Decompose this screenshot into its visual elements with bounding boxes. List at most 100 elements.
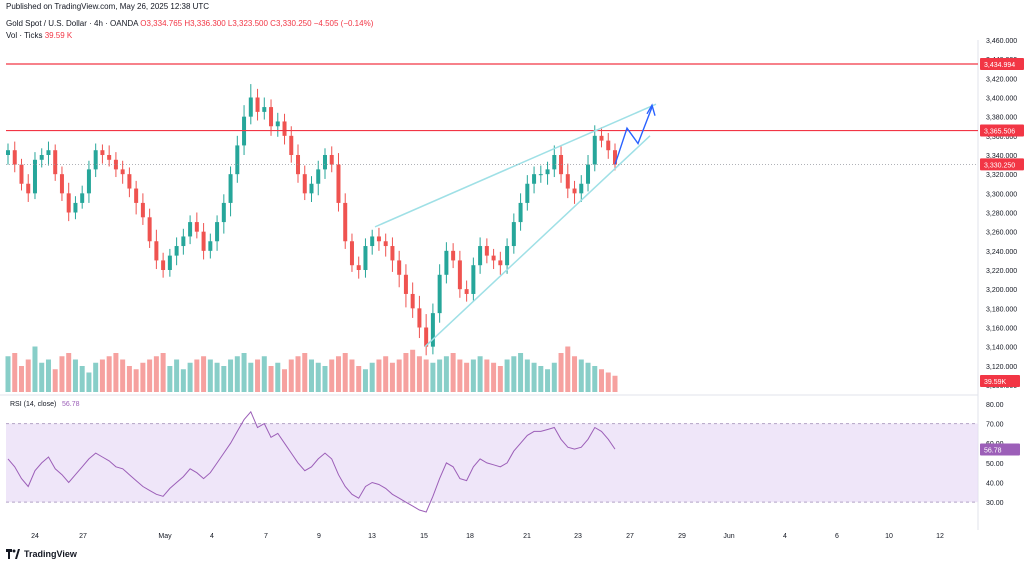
price-tick-label: 3,200.000	[986, 287, 1017, 294]
candle-body	[437, 274, 442, 314]
volume-bar	[383, 356, 389, 392]
candle-body	[296, 155, 301, 175]
candle-body	[484, 246, 489, 256]
volume-bar	[248, 362, 254, 392]
date-tick-label: 12	[936, 533, 944, 540]
volume-bar	[605, 372, 611, 392]
footer-brand: TradingView	[24, 549, 77, 559]
volume-bar	[437, 359, 443, 392]
candle-body	[154, 241, 159, 261]
volume-bar	[450, 353, 456, 392]
price-tick-label: 3,120.000	[986, 364, 1017, 371]
volume-bar	[369, 362, 375, 392]
volume-bar	[457, 359, 463, 392]
volume-bar	[221, 366, 227, 392]
volume-bar	[302, 353, 308, 392]
volume-tag-label: 39.59K	[984, 379, 1007, 386]
date-tick-label: 13	[368, 533, 376, 540]
volume-bar	[497, 366, 503, 392]
candle-body	[140, 202, 145, 218]
volume-bar	[430, 362, 436, 392]
price-tick-label: 3,420.000	[986, 76, 1017, 83]
price-axis[interactable]: 3,460.0003,440.0003,420.0003,400.0003,38…	[986, 38, 1017, 507]
candle-body	[336, 164, 341, 203]
volume-bar	[558, 353, 564, 392]
volume-bar	[396, 359, 402, 392]
price-tag-resistance	[980, 57, 1024, 70]
volume-bar	[599, 369, 605, 392]
candle-body	[498, 260, 503, 266]
candle-body	[174, 246, 179, 256]
time-axis[interactable]: 24 27 May 4 7 9 13 15 18 21 23 27 29 Jun 4 6 10 12	[31, 533, 944, 540]
candle-body	[302, 174, 307, 194]
candle-body	[417, 308, 422, 328]
rsi-tick-label: 70.00	[986, 422, 1004, 429]
candle-body	[275, 121, 280, 127]
volume-bar	[518, 353, 524, 392]
date-tick-label: 18	[466, 533, 474, 540]
candle-body	[269, 107, 274, 127]
price-tick-label: 3,280.000	[986, 211, 1017, 218]
volume-bar	[464, 362, 470, 392]
volume-bar	[18, 366, 24, 392]
date-tick-label: 4	[783, 533, 787, 540]
candle-body	[19, 164, 24, 184]
candle-body	[349, 241, 354, 266]
volume-bar	[282, 369, 288, 392]
published-caption: Published on TradingView.com, May 26, 20…	[6, 2, 210, 11]
rsi-tick-label: 30.00	[986, 500, 1004, 507]
volume-bar	[99, 359, 105, 392]
candle-body	[471, 265, 476, 294]
rsi-label: RSI (14, close)	[10, 401, 56, 408]
date-tick-label: 21	[523, 533, 531, 540]
volume-bar	[349, 359, 355, 392]
candle-body	[201, 231, 206, 251]
candle-body	[309, 183, 314, 194]
candle-body	[424, 327, 429, 347]
date-tick-label: 24	[31, 533, 39, 540]
price-tick-label: 3,320.000	[986, 172, 1017, 179]
candle-body	[32, 159, 37, 194]
volume-bar	[133, 369, 139, 392]
channel-lower-line	[424, 135, 651, 348]
volume-bar	[423, 359, 429, 392]
candle-body	[113, 159, 118, 170]
candle-body	[181, 236, 186, 247]
price-tag-label: 3,365.506	[984, 129, 1015, 136]
volume-bars	[5, 346, 618, 392]
volume-bar	[174, 359, 180, 392]
date-tick-label: 15	[420, 533, 428, 540]
candle-body	[511, 222, 516, 247]
candle-body	[343, 202, 348, 242]
candle-body	[26, 183, 31, 194]
drawing-overlays[interactable]	[6, 63, 978, 348]
volume-value: 39.59 K	[44, 31, 73, 40]
volume-bar	[612, 375, 618, 392]
candle-body	[86, 169, 91, 194]
candle-body	[592, 135, 597, 165]
candle-body	[532, 174, 537, 184]
candle-body	[221, 202, 226, 223]
candle-body	[565, 174, 570, 189]
candle-body	[188, 222, 193, 237]
price-tag-label: 3,434.994	[984, 62, 1015, 69]
volume-bar	[201, 356, 207, 392]
candle-body	[248, 97, 253, 117]
tradingview-footer[interactable]: TradingView	[6, 549, 77, 559]
candle-body	[289, 135, 294, 155]
channel-upper-line	[374, 103, 657, 228]
volume-bar	[565, 346, 571, 392]
volume-label[interactable]: Vol · Ticks	[6, 31, 43, 40]
candle-body	[403, 274, 408, 294]
volume-bar	[592, 366, 598, 392]
candle-body	[208, 241, 213, 251]
candle-body	[228, 174, 233, 203]
volume-bar	[342, 353, 348, 392]
volume-bar	[160, 353, 166, 392]
price-tick-label: 3,460.000	[986, 38, 1017, 45]
price-tag-label: 3,330.250	[984, 162, 1015, 169]
volume-bar	[187, 362, 193, 392]
candle-body	[599, 135, 604, 141]
symbol-title[interactable]: Gold Spot / U.S. Dollar · 4h · OANDA	[6, 19, 139, 28]
